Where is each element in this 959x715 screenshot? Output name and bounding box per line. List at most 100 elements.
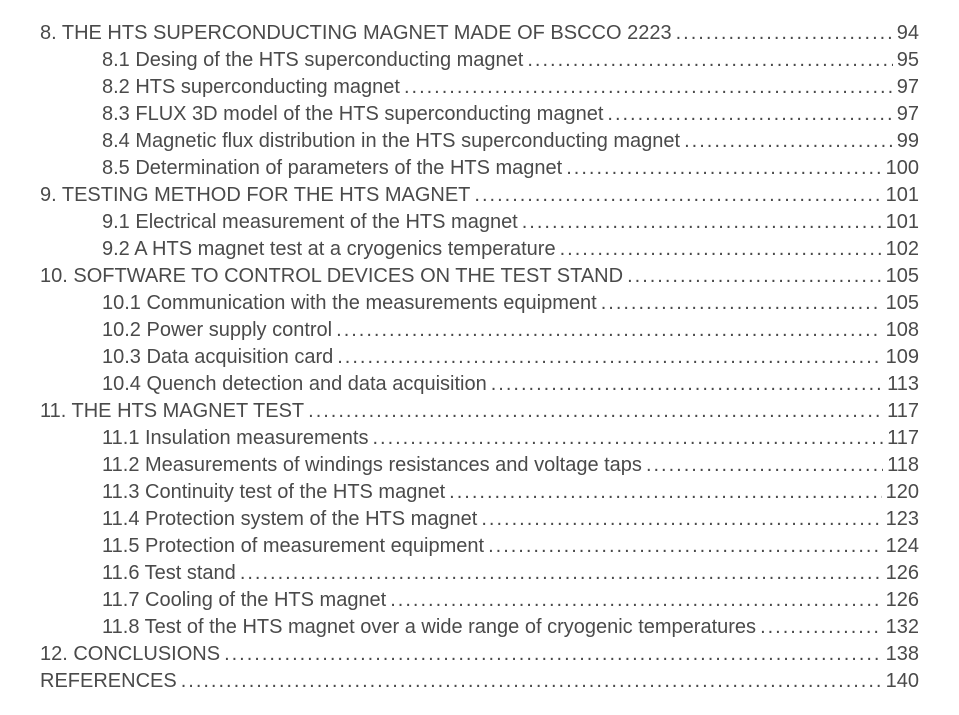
toc-entry-page: 126: [886, 587, 919, 614]
toc-entry-page: 123: [886, 506, 919, 533]
toc-dot-leader: [491, 371, 883, 398]
toc-entry-label: 11.6 Test stand: [102, 560, 236, 587]
toc-entry: 8. THE HTS SUPERCONDUCTING MAGNET MADE O…: [40, 20, 919, 47]
toc-entry-label: 11. THE HTS MAGNET TEST: [40, 398, 304, 425]
toc-entry-page: 97: [897, 101, 919, 128]
toc-entry-label: 11.5 Protection of measurement equipment: [102, 533, 484, 560]
toc-dot-leader: [646, 452, 883, 479]
toc-entry: 11.7 Cooling of the HTS magnet 126: [40, 587, 919, 614]
toc-dot-leader: [474, 182, 881, 209]
toc-entry-label: 10. SOFTWARE TO CONTROL DEVICES ON THE T…: [40, 263, 623, 290]
toc-entry-page: 124: [886, 533, 919, 560]
toc-entry-page: 105: [886, 290, 919, 317]
toc-entry-label: 8. THE HTS SUPERCONDUCTING MAGNET MADE O…: [40, 20, 672, 47]
toc-entry: 9.1 Electrical measurement of the HTS ma…: [40, 209, 919, 236]
toc-dot-leader: [527, 47, 892, 74]
toc-entry-page: 109: [886, 344, 919, 371]
toc-entry-page: 126: [886, 560, 919, 587]
toc-entry-label: 11.4 Protection system of the HTS magnet: [102, 506, 477, 533]
toc-dot-leader: [390, 587, 881, 614]
toc-entry-page: 101: [886, 209, 919, 236]
toc-entry: 8.1 Desing of the HTS superconducting ma…: [40, 47, 919, 74]
toc-entry: 10.2 Power supply control 108: [40, 317, 919, 344]
toc-entry-page: 105: [886, 263, 919, 290]
toc-dot-leader: [336, 317, 881, 344]
toc-entry: 12. CONCLUSIONS 138: [40, 641, 919, 668]
toc-dot-leader: [224, 641, 882, 668]
toc-dot-leader: [372, 425, 883, 452]
toc-entry-label: REFERENCES: [40, 668, 177, 695]
toc-dot-leader: [522, 209, 882, 236]
toc-dot-leader: [337, 344, 881, 371]
toc-entry-label: 9.2 A HTS magnet test at a cryogenics te…: [102, 236, 556, 263]
toc-entry-label: 11.2 Measurements of windings resistance…: [102, 452, 642, 479]
toc-dot-leader: [404, 74, 893, 101]
toc-dot-leader: [308, 398, 883, 425]
toc-entry-page: 94: [897, 20, 919, 47]
toc-entry-page: 113: [887, 371, 919, 398]
toc-entry-label: 10.3 Data acquisition card: [102, 344, 333, 371]
toc-entry: 11.6 Test stand 126: [40, 560, 919, 587]
toc-entry: 11.1 Insulation measurements 117: [40, 425, 919, 452]
toc-entry-label: 9. TESTING METHOD FOR THE HTS MAGNET: [40, 182, 470, 209]
toc-entry-label: 11.3 Continuity test of the HTS magnet: [102, 479, 445, 506]
toc-dot-leader: [760, 614, 882, 641]
toc-entry-label: 10.4 Quench detection and data acquisiti…: [102, 371, 487, 398]
toc-entry-label: 11.7 Cooling of the HTS magnet: [102, 587, 386, 614]
toc-entry-label: 10.2 Power supply control: [102, 317, 332, 344]
toc-entry-label: 8.1 Desing of the HTS superconducting ma…: [102, 47, 523, 74]
toc-dot-leader: [449, 479, 881, 506]
toc-entry: 11.3 Continuity test of the HTS magnet 12…: [40, 479, 919, 506]
toc-entry-page: 100: [886, 155, 919, 182]
toc-entry: 9. TESTING METHOD FOR THE HTS MAGNET 101: [40, 182, 919, 209]
toc-entry-label: 8.2 HTS superconducting magnet: [102, 74, 400, 101]
toc-entry-page: 101: [886, 182, 919, 209]
toc-entry-label: 11.1 Insulation measurements: [102, 425, 368, 452]
toc-dot-leader: [601, 290, 882, 317]
toc-entry: 11. THE HTS MAGNET TEST 117: [40, 398, 919, 425]
toc-entry: 11.2 Measurements of windings resistance…: [40, 452, 919, 479]
toc-dot-leader: [481, 506, 881, 533]
toc-dot-leader: [566, 155, 881, 182]
toc-entry: 11.8 Test of the HTS magnet over a wide …: [40, 614, 919, 641]
toc-entry: REFERENCES 140: [40, 668, 919, 695]
toc-entry-page: 97: [897, 74, 919, 101]
toc-entry-page: 117: [887, 398, 919, 425]
toc-entry: 8.3 FLUX 3D model of the HTS superconduc…: [40, 101, 919, 128]
toc-entry-page: 138: [886, 641, 919, 668]
toc-dot-leader: [676, 20, 893, 47]
toc-dot-leader: [560, 236, 882, 263]
toc-entry: 9.2 A HTS magnet test at a cryogenics te…: [40, 236, 919, 263]
toc-entry: 11.5 Protection of measurement equipment…: [40, 533, 919, 560]
toc-entry: 8.4 Magnetic flux distribution in the HT…: [40, 128, 919, 155]
toc-entry-label: 11.8 Test of the HTS magnet over a wide …: [102, 614, 756, 641]
toc-entry-label: 10.1 Communication with the measurements…: [102, 290, 597, 317]
toc-entry: 8.5 Determination of parameters of the H…: [40, 155, 919, 182]
toc-entry-page: 118: [887, 452, 919, 479]
toc-entry-page: 140: [886, 668, 919, 695]
toc-entry: 10. SOFTWARE TO CONTROL DEVICES ON THE T…: [40, 263, 919, 290]
toc-dot-leader: [488, 533, 882, 560]
toc-entry: 10.1 Communication with the measurements…: [40, 290, 919, 317]
toc-entry: 10.4 Quench detection and data acquisiti…: [40, 371, 919, 398]
toc-dot-leader: [240, 560, 882, 587]
toc-entry-page: 102: [886, 236, 919, 263]
toc-entry-page: 99: [897, 128, 919, 155]
toc-dot-leader: [684, 128, 893, 155]
toc-entry: 11.4 Protection system of the HTS magnet…: [40, 506, 919, 533]
toc-entry: 8.2 HTS superconducting magnet 97: [40, 74, 919, 101]
table-of-contents: 8. THE HTS SUPERCONDUCTING MAGNET MADE O…: [40, 20, 919, 695]
toc-dot-leader: [627, 263, 882, 290]
toc-entry-page: 120: [886, 479, 919, 506]
toc-dot-leader: [607, 101, 892, 128]
toc-entry-label: 8.4 Magnetic flux distribution in the HT…: [102, 128, 680, 155]
toc-entry-label: 8.5 Determination of parameters of the H…: [102, 155, 562, 182]
toc-entry-label: 12. CONCLUSIONS: [40, 641, 220, 668]
toc-entry-page: 108: [886, 317, 919, 344]
toc-entry-label: 8.3 FLUX 3D model of the HTS superconduc…: [102, 101, 603, 128]
toc-entry-page: 117: [887, 425, 919, 452]
toc-entry-page: 132: [886, 614, 919, 641]
toc-dot-leader: [181, 668, 882, 695]
toc-entry: 10.3 Data acquisition card 109: [40, 344, 919, 371]
toc-entry-label: 9.1 Electrical measurement of the HTS ma…: [102, 209, 518, 236]
